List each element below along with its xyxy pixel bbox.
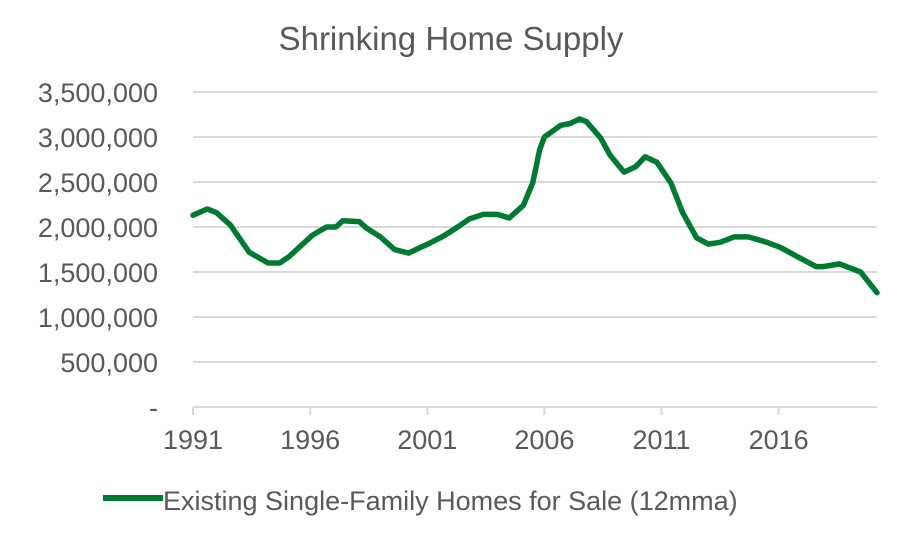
- y-tick-label: 1,000,000: [38, 303, 158, 333]
- y-tick-label: 2,000,000: [38, 213, 158, 243]
- y-tick-label: 3,000,000: [38, 123, 158, 153]
- legend-label: Existing Single-Family Homes for Sale (1…: [163, 486, 738, 516]
- legend: Existing Single-Family Homes for Sale (1…: [103, 486, 738, 516]
- x-tick-label: 2016: [749, 425, 809, 455]
- chart-title: Shrinking Home Supply: [279, 20, 624, 57]
- y-tick-label: 500,000: [60, 348, 158, 378]
- y-tick-label: 3,500,000: [38, 78, 158, 108]
- series-line: [190, 116, 880, 296]
- y-tick-label: -: [149, 393, 158, 423]
- y-tick-label: 2,500,000: [38, 168, 158, 198]
- x-tick-label: 1996: [280, 425, 340, 455]
- x-tick-label: 2001: [397, 425, 457, 455]
- x-tick-label: 1991: [163, 425, 223, 455]
- x-tick-label: 2006: [514, 425, 574, 455]
- y-tick-label: 1,500,000: [38, 258, 158, 288]
- x-tick-label: 2011: [632, 425, 690, 455]
